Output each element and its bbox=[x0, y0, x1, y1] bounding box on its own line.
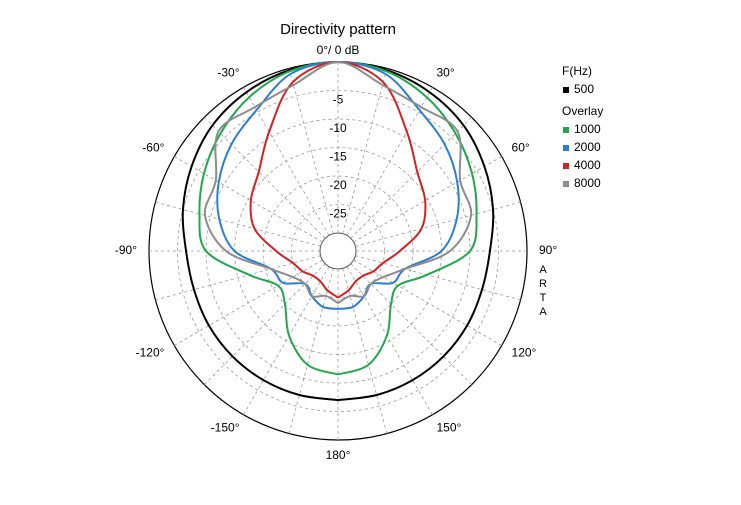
spoke bbox=[353, 156, 502, 243]
angle-label: 30° bbox=[437, 66, 455, 80]
watermark-letter: A bbox=[539, 264, 547, 276]
angle-label: 0°/ 0 dB bbox=[317, 43, 360, 57]
legend-title: F(Hz) bbox=[562, 64, 592, 78]
legend-label: 4000 bbox=[574, 158, 601, 172]
spoke bbox=[174, 156, 323, 243]
minor-spoke bbox=[342, 268, 388, 434]
legend-swatch bbox=[563, 145, 569, 151]
minor-spoke bbox=[155, 255, 321, 301]
angle-label: -150° bbox=[211, 421, 240, 435]
spoke bbox=[174, 259, 323, 346]
minor-spoke bbox=[350, 117, 472, 239]
minor-spoke bbox=[155, 201, 321, 247]
watermark-letter: T bbox=[540, 292, 547, 304]
legend-swatch bbox=[563, 181, 569, 187]
angle-label: -120° bbox=[136, 346, 165, 360]
minor-spoke bbox=[288, 68, 334, 234]
minor-spoke bbox=[355, 255, 521, 301]
spoke bbox=[243, 266, 330, 415]
r-tick-label: -20 bbox=[329, 178, 347, 192]
angle-label: 60° bbox=[512, 141, 530, 155]
angle-label: 120° bbox=[512, 346, 537, 360]
angle-label: 180° bbox=[326, 448, 351, 462]
angle-label: 90° bbox=[539, 243, 557, 257]
legend-label: 1000 bbox=[574, 122, 601, 136]
angle-label: 150° bbox=[437, 421, 462, 435]
legend-swatch bbox=[563, 87, 569, 93]
minor-spoke bbox=[350, 263, 472, 385]
overlay-title: Overlay bbox=[562, 104, 603, 118]
chart-title: Directivity pattern bbox=[280, 21, 396, 38]
spoke bbox=[353, 259, 502, 346]
inner-circle bbox=[319, 232, 357, 270]
angle-label: -90° bbox=[115, 243, 137, 257]
legend-swatch bbox=[563, 127, 569, 133]
watermark-letter: A bbox=[539, 306, 547, 318]
grid-circle bbox=[177, 90, 499, 412]
minor-spoke bbox=[204, 263, 326, 385]
spoke bbox=[346, 87, 433, 236]
legend-label: 500 bbox=[574, 82, 594, 96]
r-tick-label: -15 bbox=[329, 150, 347, 164]
watermark-letter: R bbox=[539, 278, 547, 290]
legend-label: 8000 bbox=[574, 176, 601, 190]
series-line bbox=[203, 60, 473, 305]
minor-spoke bbox=[204, 117, 326, 239]
angle-label: -30° bbox=[217, 66, 239, 80]
legend-swatch bbox=[563, 163, 569, 169]
spoke bbox=[243, 87, 330, 236]
minor-spoke bbox=[288, 268, 334, 434]
minor-spoke bbox=[355, 201, 521, 247]
minor-spoke bbox=[342, 68, 388, 234]
angle-label: -60° bbox=[142, 141, 164, 155]
spoke bbox=[346, 266, 433, 415]
legend-label: 2000 bbox=[574, 140, 601, 154]
